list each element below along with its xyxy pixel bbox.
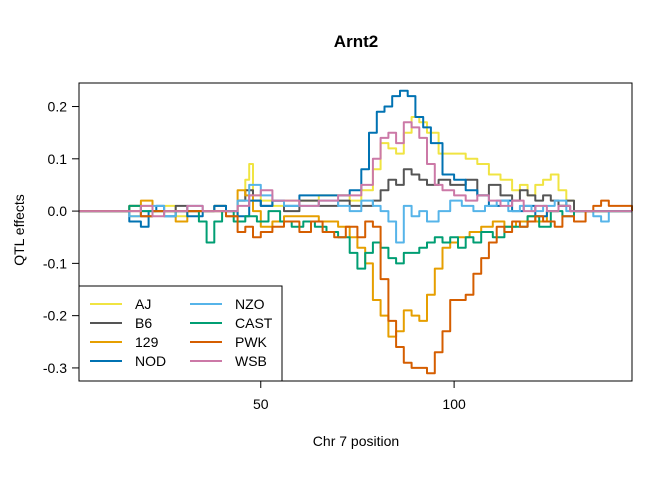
legend: AJ B6 129 NOD NZO CAST PWK WSB (78, 285, 283, 382)
legend-label-129: 129 (135, 334, 159, 350)
y-tick-label: -0.2 (43, 308, 67, 324)
x-tick-label: 50 (253, 396, 269, 412)
legend-label-pwk: PWK (235, 334, 268, 350)
legend-label-aj: AJ (135, 296, 151, 312)
legend-label-cast: CAST (235, 315, 273, 331)
legend-box (78, 285, 283, 382)
chart-title: Arnt2 (334, 32, 378, 51)
x-axis-label: Chr 7 position (313, 433, 399, 449)
series-line-nzo (79, 183, 632, 244)
x-tick-label: 100 (442, 396, 466, 412)
y-axis: -0.3 -0.2 -0.1 0.0 0.1 0.2 (43, 99, 79, 376)
y-tick-label: 0.1 (48, 151, 68, 167)
plot-frame (78, 82, 633, 382)
plot-lines (79, 89, 633, 375)
series-line-cast (79, 204, 632, 270)
series-line-wsb (79, 121, 632, 218)
legend-label-nod: NOD (135, 353, 166, 369)
legend-label-b6: B6 (135, 315, 152, 331)
y-tick-label: -0.3 (43, 360, 67, 376)
y-tick-label: 0.2 (48, 99, 68, 115)
series-line-aj (79, 116, 632, 218)
series-line-pwk (79, 199, 633, 375)
series-line-b6 (79, 168, 632, 218)
y-tick-label: -0.1 (43, 255, 67, 271)
y-tick-label: 0.0 (48, 203, 68, 219)
legend-label-wsb: WSB (235, 353, 267, 369)
legend-label-nzo: NZO (235, 296, 265, 312)
x-axis: 50 100 (253, 381, 466, 412)
y-axis-label: QTL effects (11, 194, 27, 266)
